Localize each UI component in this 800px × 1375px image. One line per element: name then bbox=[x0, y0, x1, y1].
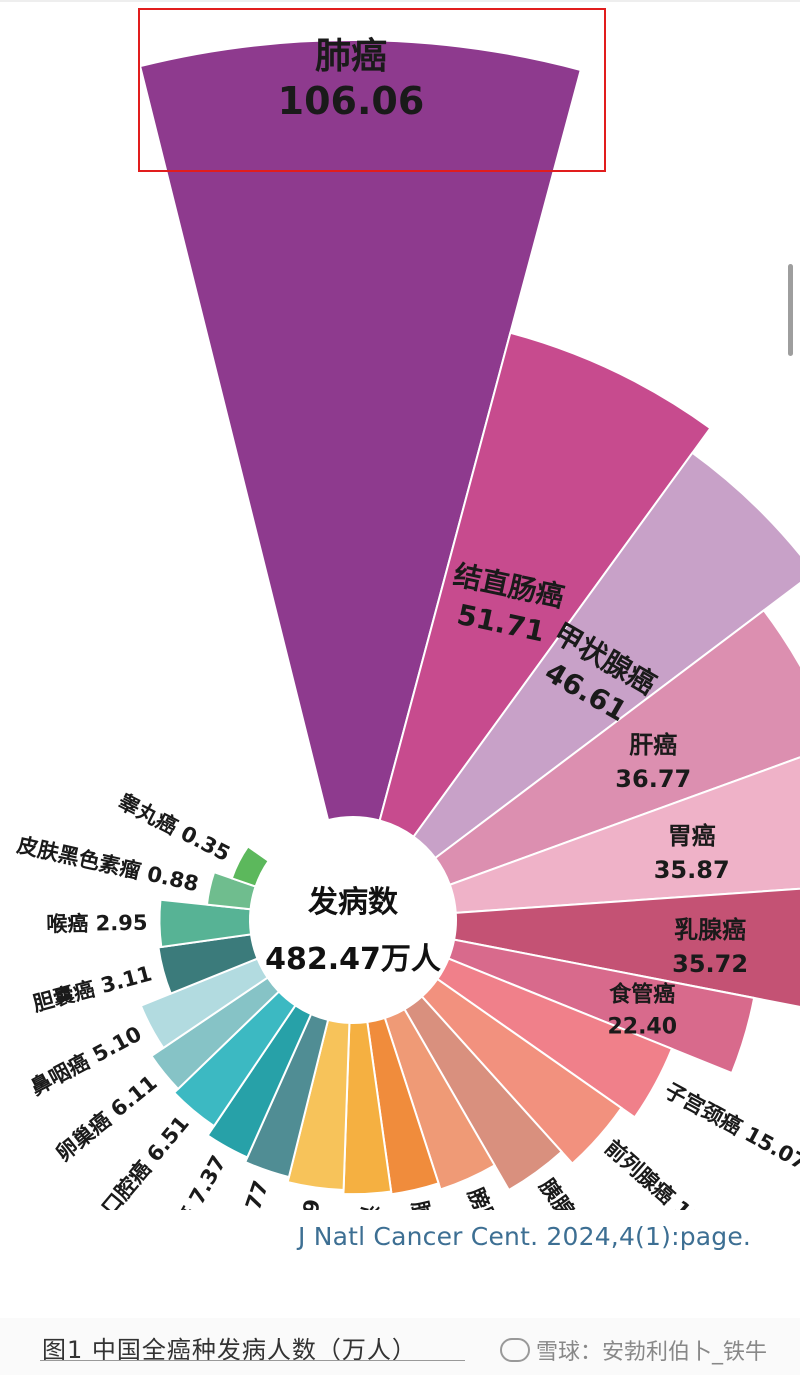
slice-label: 胰腺癌 11.87 bbox=[534, 1174, 634, 1210]
slice-value: 22.40 bbox=[607, 1015, 677, 1040]
center-total: 482.47万人 bbox=[265, 942, 441, 977]
watermark: 雪球：安勃利伯卜_铁牛 bbox=[500, 1334, 767, 1366]
xueqiu-logo-icon bbox=[500, 1338, 530, 1362]
slice-label: 睾丸癌 0.35 bbox=[114, 789, 234, 866]
slice-label: 皮肤黑色素瘤 0.88 bbox=[15, 833, 201, 896]
figure-caption: 图1 中国全癌种发病人数（万人） bbox=[42, 1336, 417, 1364]
slice-label: 食管癌 bbox=[609, 982, 675, 1008]
slice-label: 白血病 8.19 bbox=[284, 1198, 325, 1210]
center-hole bbox=[250, 817, 456, 1023]
slice-label: 肾癌 7.37 bbox=[161, 1151, 231, 1210]
highlight-box bbox=[138, 8, 606, 172]
center-title: 发病数 bbox=[307, 885, 399, 920]
slice-label: 子宫颈癌 15.07 bbox=[661, 1078, 800, 1174]
slice-label: 乳腺癌 bbox=[674, 916, 746, 944]
slice-label: 膀胱癌 9.29 bbox=[463, 1184, 535, 1210]
caption-bar bbox=[0, 1318, 800, 1375]
scrollbar[interactable] bbox=[788, 264, 793, 356]
slice-value: 35.72 bbox=[672, 950, 748, 978]
source-citation: J Natl Cancer Cent. 2024,4(1):page. bbox=[298, 1222, 752, 1251]
slice-value: 106.06 bbox=[278, 79, 425, 123]
slice-5 bbox=[452, 887, 800, 1008]
slice-value: 36.77 bbox=[615, 765, 691, 793]
slice-label: 胃癌 bbox=[668, 822, 716, 850]
slice-label: 淋巴瘤 8.52 bbox=[357, 1205, 387, 1210]
slice-label: 肺癌 bbox=[315, 36, 387, 77]
slice-label: 胆囊癌 3.11 bbox=[30, 961, 154, 1016]
watermark-text: 雪球：安勃利伯卜_铁牛 bbox=[536, 1340, 768, 1365]
slice-label: 肝癌 bbox=[629, 731, 677, 759]
slice-label: 前列腺癌 13.42 bbox=[600, 1135, 734, 1210]
top-divider bbox=[0, 0, 800, 2]
slice-value: 35.87 bbox=[654, 856, 730, 884]
slice-label: 脑瘤 8.75 bbox=[407, 1199, 453, 1210]
slice-label: 喉癌 2.95 bbox=[46, 911, 148, 937]
caption-underline bbox=[40, 1360, 465, 1361]
